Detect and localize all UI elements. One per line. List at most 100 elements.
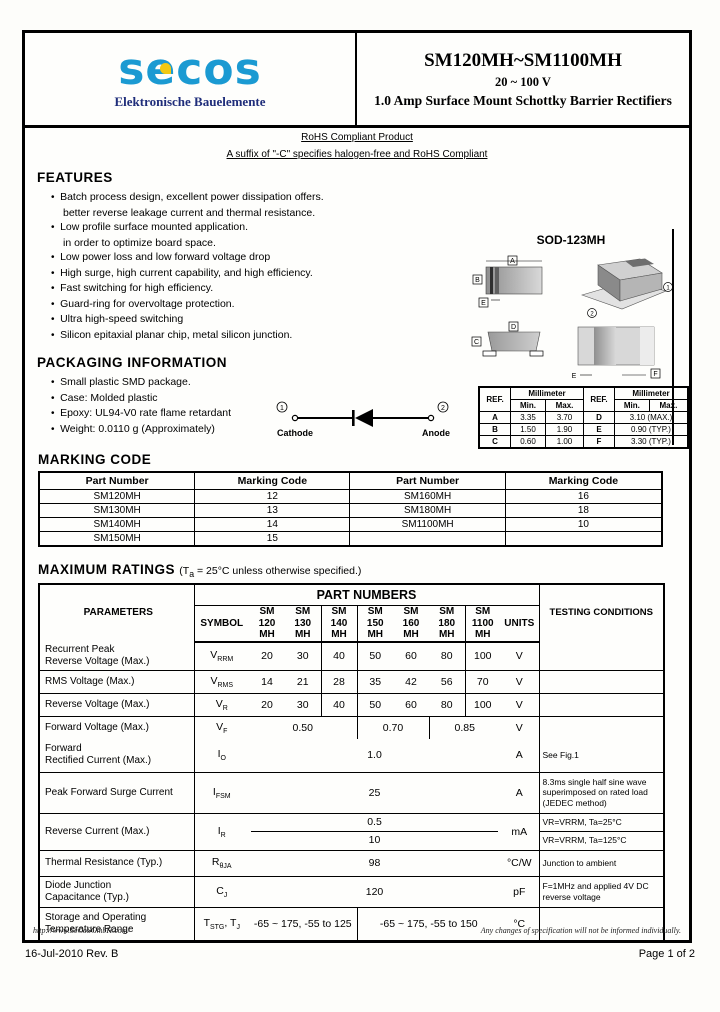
table-row: B 1.50 1.90 E 0.90 (TYP.) xyxy=(478,423,689,436)
part-col: SM 180 MH xyxy=(429,605,466,643)
header: secos Elektronische Bauelemente SM120MH~… xyxy=(25,33,689,128)
symbol: VRMS xyxy=(194,669,249,694)
voltage-range: 20 ~ 100 V xyxy=(495,74,551,89)
symbol: CJ xyxy=(194,875,249,908)
table-row: Forward Voltage (Max.) VF 0.50 0.70 0.85… xyxy=(39,715,665,739)
footer-url: http://www.SeCoSGmbH.com/ xyxy=(33,926,130,935)
symbol: VF xyxy=(194,715,249,739)
part-col: SM 130 MH xyxy=(285,605,322,643)
dim-mm-header: Millimeter xyxy=(613,386,689,400)
symbol: VR xyxy=(194,692,249,717)
features-list: Batch process design, excellent power di… xyxy=(37,190,467,343)
value: 40 xyxy=(321,692,358,717)
part-range-title: SM120MH~SM1100MH xyxy=(424,49,622,71)
testing-condition xyxy=(538,692,665,717)
part-col: SM 160 MH xyxy=(393,605,429,643)
part-number: SM1100MH xyxy=(349,517,506,532)
value: 60 xyxy=(405,650,417,663)
value: 100 xyxy=(473,650,492,663)
marking-table: Part Number Marking Code Part Number Mar… xyxy=(38,471,663,547)
table-row: SM120MH 12 SM160MH 16 xyxy=(38,489,663,504)
revision-date: 16-Jul-2010 Rev. B xyxy=(25,948,119,960)
marking-code xyxy=(504,531,663,547)
value: 98 xyxy=(249,849,500,877)
table-row: SYMBOL SM 120 MH SM 130 MH SM 140 MH SM … xyxy=(39,605,664,643)
part-col: SM 150 MH xyxy=(357,605,393,643)
value: 120 xyxy=(249,875,500,908)
dim-mm-header: Millimeter xyxy=(510,386,584,400)
packaging-item: Small plastic SMD package. xyxy=(37,375,467,391)
parameter: Reverse Voltage (Max.) xyxy=(39,692,195,717)
sheet-border: secos Elektronische Bauelemente SM120MH~… xyxy=(22,30,692,943)
feature-item: Silicon epitaxial planar chip, metal sil… xyxy=(37,328,467,344)
marking-code: 14 xyxy=(194,517,351,532)
testing-condition xyxy=(538,715,665,739)
rohs-line1: RoHS Compliant Product xyxy=(301,132,413,143)
dim-ref: E xyxy=(582,423,615,436)
testing-condition xyxy=(538,669,665,694)
unit: V xyxy=(500,715,540,739)
part-col: SM 1100 MH xyxy=(465,605,500,643)
part-numbers-header: PART NUMBERS xyxy=(194,584,540,607)
dim-min: 0.60 xyxy=(510,435,546,449)
ratings-table: PARAMETERS PART NUMBERS TESTING CONDITIO… xyxy=(38,583,666,942)
col-header: Part Number xyxy=(38,471,196,490)
testing-condition xyxy=(538,641,665,671)
unit: °C xyxy=(500,906,540,941)
table-row: SM150MH 15 xyxy=(38,531,663,547)
table-row: Part Number Marking Code Part Number Mar… xyxy=(38,471,663,490)
parameter: RMS Voltage (Max.) xyxy=(39,669,195,694)
value: 20 xyxy=(249,692,285,717)
part-number: SM160MH xyxy=(349,489,506,504)
parameter: Forward Rectified Current (Max.) xyxy=(39,738,195,773)
testing-condition: 8.3ms single half sine wave superimposed… xyxy=(538,771,665,814)
package-top-view: A B E xyxy=(472,255,543,308)
sheet-footer: http://www.SeCoSGmbH.com/ Any changes of… xyxy=(33,926,681,935)
part-col: SM 140 MH xyxy=(321,605,358,643)
logo-wordmark: secos xyxy=(118,44,262,95)
svg-text:E: E xyxy=(572,373,577,380)
unit: V xyxy=(500,692,540,717)
svg-text:E: E xyxy=(481,300,486,307)
dim-val: 0.90 (TYP.) xyxy=(613,423,689,436)
testing-condition: See Fig.1 xyxy=(538,738,665,773)
testing-condition: VR=VRRM, Ta=125°C xyxy=(540,831,664,849)
package-views-figure: A B E 1 2 xyxy=(471,255,673,380)
dim-max-header: Max. xyxy=(648,399,689,412)
packaging-item: Weight: 0.0110 g (Approximately) xyxy=(37,422,467,438)
table-row: A 3.35 3.70 D 3.10 (MAX.) xyxy=(478,411,689,424)
symbol: RθJA xyxy=(194,849,249,877)
diode-symbol-icon: 1 2 Cathode Anode xyxy=(276,401,450,438)
table-row: Peak Forward Surge Current IFSM 25 A 8.3… xyxy=(39,771,665,814)
table-row: Forward Rectified Current (Max.) IO 1.0 … xyxy=(39,738,665,773)
col-header: Part Number xyxy=(349,471,506,490)
value: 0.85 xyxy=(429,715,500,739)
units-header: UNITS xyxy=(500,605,540,643)
rohs-block: RoHS Compliant Product A suffix of "-C" … xyxy=(25,129,689,163)
dimension-table: REF. Millimeter REF. Millimeter Min. Max… xyxy=(478,386,689,449)
value: 56 xyxy=(429,669,466,694)
table-row: Reverse Current (Max.) IR 0.5 10 mA VR=V… xyxy=(39,812,665,851)
pin-2-marker: 2 xyxy=(590,312,594,318)
unit: A xyxy=(500,771,540,814)
part-number: SM140MH xyxy=(38,517,196,532)
svg-text:F: F xyxy=(653,371,657,378)
marking-code: 10 xyxy=(504,517,663,532)
part-number: SM150MH xyxy=(38,531,196,547)
packaging-list: Small plastic SMD package. Case: Molded … xyxy=(37,375,467,437)
table-row: C 0.60 1.00 F 3.30 (TYP.) xyxy=(478,435,689,449)
testing-condition: Junction to ambient xyxy=(538,849,665,877)
value: 80 xyxy=(429,692,466,717)
col-header: Marking Code xyxy=(194,471,351,490)
table-row: Recurrent Peak Reverse Voltage (Max.) VR… xyxy=(39,641,665,671)
value: -65 ~ 175, -55 to 150 xyxy=(357,906,500,941)
svg-text:B: B xyxy=(475,277,480,284)
value: 21 xyxy=(285,669,322,694)
dim-ref: F xyxy=(582,435,615,449)
package-side-view: D C xyxy=(471,321,544,357)
feature-item: Batch process design, excellent power di… xyxy=(37,190,467,206)
table-row: RMS Voltage (Max.) VRMS 14 21 28 35 42 5… xyxy=(39,669,665,694)
parameter: Peak Forward Surge Current xyxy=(39,771,195,814)
rohs-line2: A suffix of "-C" specifies halogen-free … xyxy=(226,149,488,160)
page-footer: 16-Jul-2010 Rev. B Page 1 of 2 xyxy=(25,948,695,960)
